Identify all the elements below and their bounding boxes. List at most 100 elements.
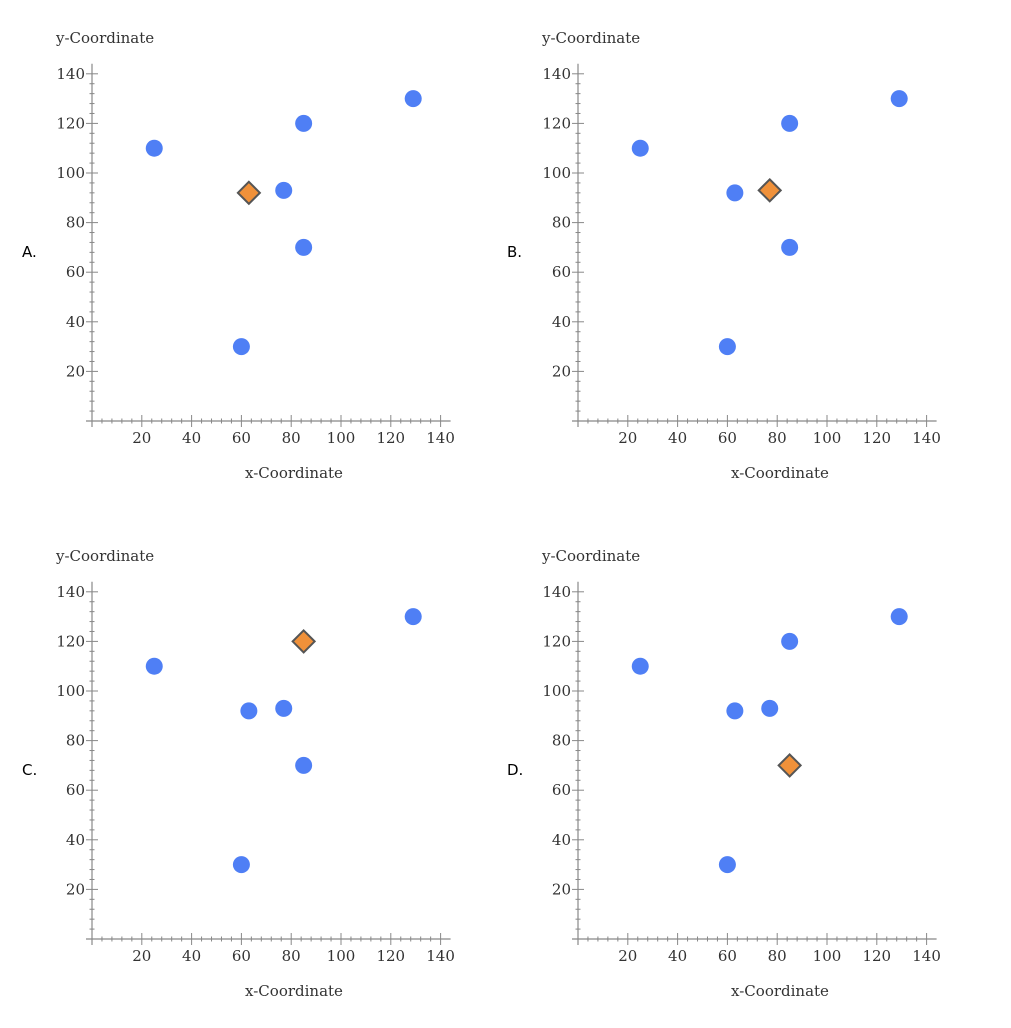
y-tick-label: 40 [66,831,85,849]
y-tick-label: 140 [542,65,571,83]
x-axis-label: x-Coordinate [731,982,829,1000]
x-tick-label: 60 [232,429,251,447]
x-tick-label: 100 [813,429,842,447]
y-tick-label: 80 [552,732,571,750]
x-tick-label: 80 [768,429,787,447]
y-axis-label: y-Coordinate [55,547,154,565]
y-tick-label: 100 [56,682,85,700]
data-point [781,238,799,256]
x-tick-label: 100 [327,429,356,447]
option-label-b: B. [507,243,523,261]
y-tick-label: 60 [552,781,571,799]
y-tick-label: 20 [66,362,85,380]
y-axis-label: y-Coordinate [55,29,154,47]
y-tick-label: 40 [552,313,571,331]
data-point [295,114,313,132]
x-tick-label: 100 [813,947,842,965]
y-tick-label: 60 [66,781,85,799]
scatter-plot-b: 20 40 60 80 100 120 140 20 40 60 80 100 120 140 x-Coor… [541,29,941,482]
data-point [631,657,649,675]
y-tick-label: 100 [542,682,571,700]
x-tick-label: 20 [132,429,151,447]
data-point [890,608,908,626]
data-point [726,702,744,720]
y-tick-label: 140 [56,583,85,601]
highlighted-point [291,628,317,654]
data-point [295,238,313,256]
y-tick-label: 120 [56,632,85,650]
x-tick-label: 40 [668,947,687,965]
y-tick-label: 20 [552,362,571,380]
y-tick-label: 120 [542,632,571,650]
y-tick-label: 60 [552,263,571,281]
scatter-plot-c: 20 40 60 80 100 120 140 20 40 60 80 100 120 140 x-Coor… [55,547,455,1000]
x-tick-label: 120 [376,429,405,447]
x-tick-label: 140 [912,947,941,965]
x-axis-label: x-Coordinate [245,464,343,482]
x-axis-label: x-Coordinate [731,464,829,482]
data-point [761,699,779,717]
x-tick-label: 80 [768,947,787,965]
x-tick-label: 40 [668,429,687,447]
y-tick-label: 100 [56,164,85,182]
x-tick-label: 120 [376,947,405,965]
highlighted-point [777,752,803,778]
data-point [890,90,908,108]
y-tick-label: 120 [542,114,571,132]
x-tick-label: 120 [862,947,891,965]
x-tick-label: 80 [282,429,301,447]
y-tick-label: 20 [552,880,571,898]
x-tick-label: 60 [718,429,737,447]
y-tick-label: 60 [66,263,85,281]
x-tick-label: 140 [912,429,941,447]
x-tick-label: 20 [618,947,637,965]
x-tick-label: 40 [182,429,201,447]
option-label-d: D. [507,761,524,779]
x-tick-label: 80 [282,947,301,965]
y-tick-label: 140 [542,583,571,601]
y-tick-label: 40 [552,831,571,849]
data-point [718,338,736,356]
x-axis-label: x-Coordinate [245,982,343,1000]
y-axis-label: y-Coordinate [541,547,640,565]
scatter-plot-a: 20 40 60 80 100 120 140 20 40 60 80 100 120 140 x-Coor… [55,29,455,482]
x-tick-label: 120 [862,429,891,447]
data-point [275,181,293,199]
chart-panel-d: 20 40 60 80 100 120 140 20 40 60 80 100 120 140 x-Coor… [486,518,976,1028]
y-tick-label: 140 [56,65,85,83]
x-tick-label: 140 [426,947,455,965]
data-point [295,756,313,774]
data-point [145,657,163,675]
x-tick-label: 20 [618,429,637,447]
highlighted-point [236,180,262,206]
data-point [275,699,293,717]
x-tick-label: 60 [718,947,737,965]
data-point [718,856,736,874]
data-point [232,338,250,356]
highlighted-point [757,177,783,203]
y-tick-label: 80 [66,214,85,232]
data-point [232,856,250,874]
data-point [781,632,799,650]
data-point [404,608,422,626]
scatter-plot-d: 20 40 60 80 100 120 140 20 40 60 80 100 120 140 x-Coor… [541,547,941,1000]
data-point [404,90,422,108]
data-point [726,184,744,202]
y-tick-label: 40 [66,313,85,331]
y-tick-label: 120 [56,114,85,132]
y-axis-label: y-Coordinate [541,29,640,47]
y-tick-label: 20 [66,880,85,898]
data-point [781,114,799,132]
x-tick-label: 100 [327,947,356,965]
x-tick-label: 140 [426,429,455,447]
x-tick-label: 20 [132,947,151,965]
y-tick-label: 100 [542,164,571,182]
data-point [631,139,649,157]
y-tick-label: 80 [552,214,571,232]
data-point [240,702,258,720]
data-point [145,139,163,157]
x-tick-label: 40 [182,947,201,965]
option-label-a: A. [22,243,37,261]
y-tick-label: 80 [66,732,85,750]
x-tick-label: 60 [232,947,251,965]
